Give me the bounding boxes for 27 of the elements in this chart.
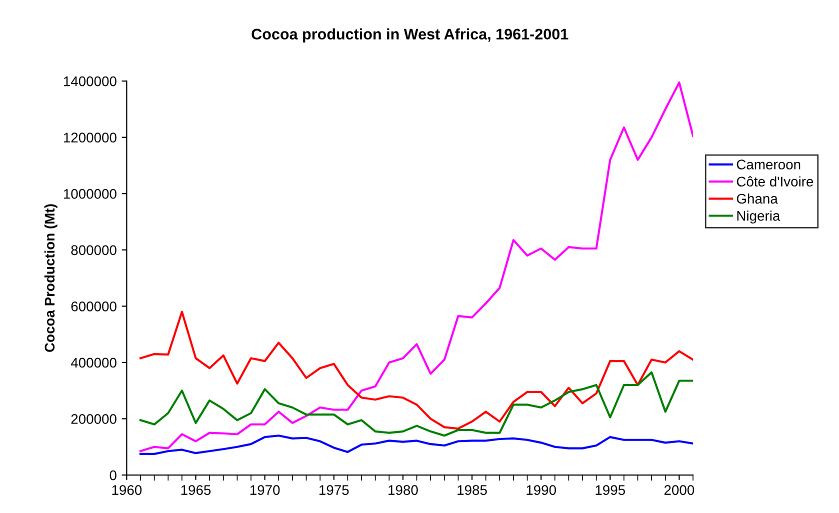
chart-title: Cocoa production in West Africa, 1961-2001	[252, 28, 568, 43]
x-tick-label: 1960	[112, 485, 142, 495]
y-tick-label: 1400000	[64, 76, 116, 86]
y-tick-label: 600000	[71, 302, 116, 312]
y-axis-title: Cocoa Production (Mt)	[44, 204, 58, 352]
x-tick-label: 1985	[458, 485, 487, 495]
legend-label: Cameroon	[736, 160, 800, 170]
x-tick-label: 1995	[596, 485, 626, 495]
y-tick-label: 200000	[71, 414, 116, 424]
x-tick-label: 1965	[181, 485, 211, 495]
legend-label: Ghana	[736, 193, 778, 204]
x-tick-label: 1990	[526, 485, 556, 495]
y-tick-label: 1200000	[64, 132, 116, 143]
line-series	[139, 310, 694, 430]
x-tick-label: 2000	[664, 485, 694, 495]
y-tick-label: 1000000	[64, 188, 116, 199]
y-tick-label: 800000	[71, 245, 116, 256]
line-series	[139, 434, 694, 455]
legend-label: Nigeria	[737, 210, 780, 224]
x-tick-label: 1980	[388, 485, 418, 495]
x-tick-label: 1975	[319, 485, 349, 495]
legend-label: Côte d'Ivoire	[736, 176, 814, 187]
y-tick-label: 0	[110, 470, 116, 480]
line-series	[139, 371, 694, 437]
line-series	[139, 81, 694, 452]
x-tick-label: 1970	[250, 485, 280, 495]
y-tick-label: 400000	[70, 358, 116, 368]
